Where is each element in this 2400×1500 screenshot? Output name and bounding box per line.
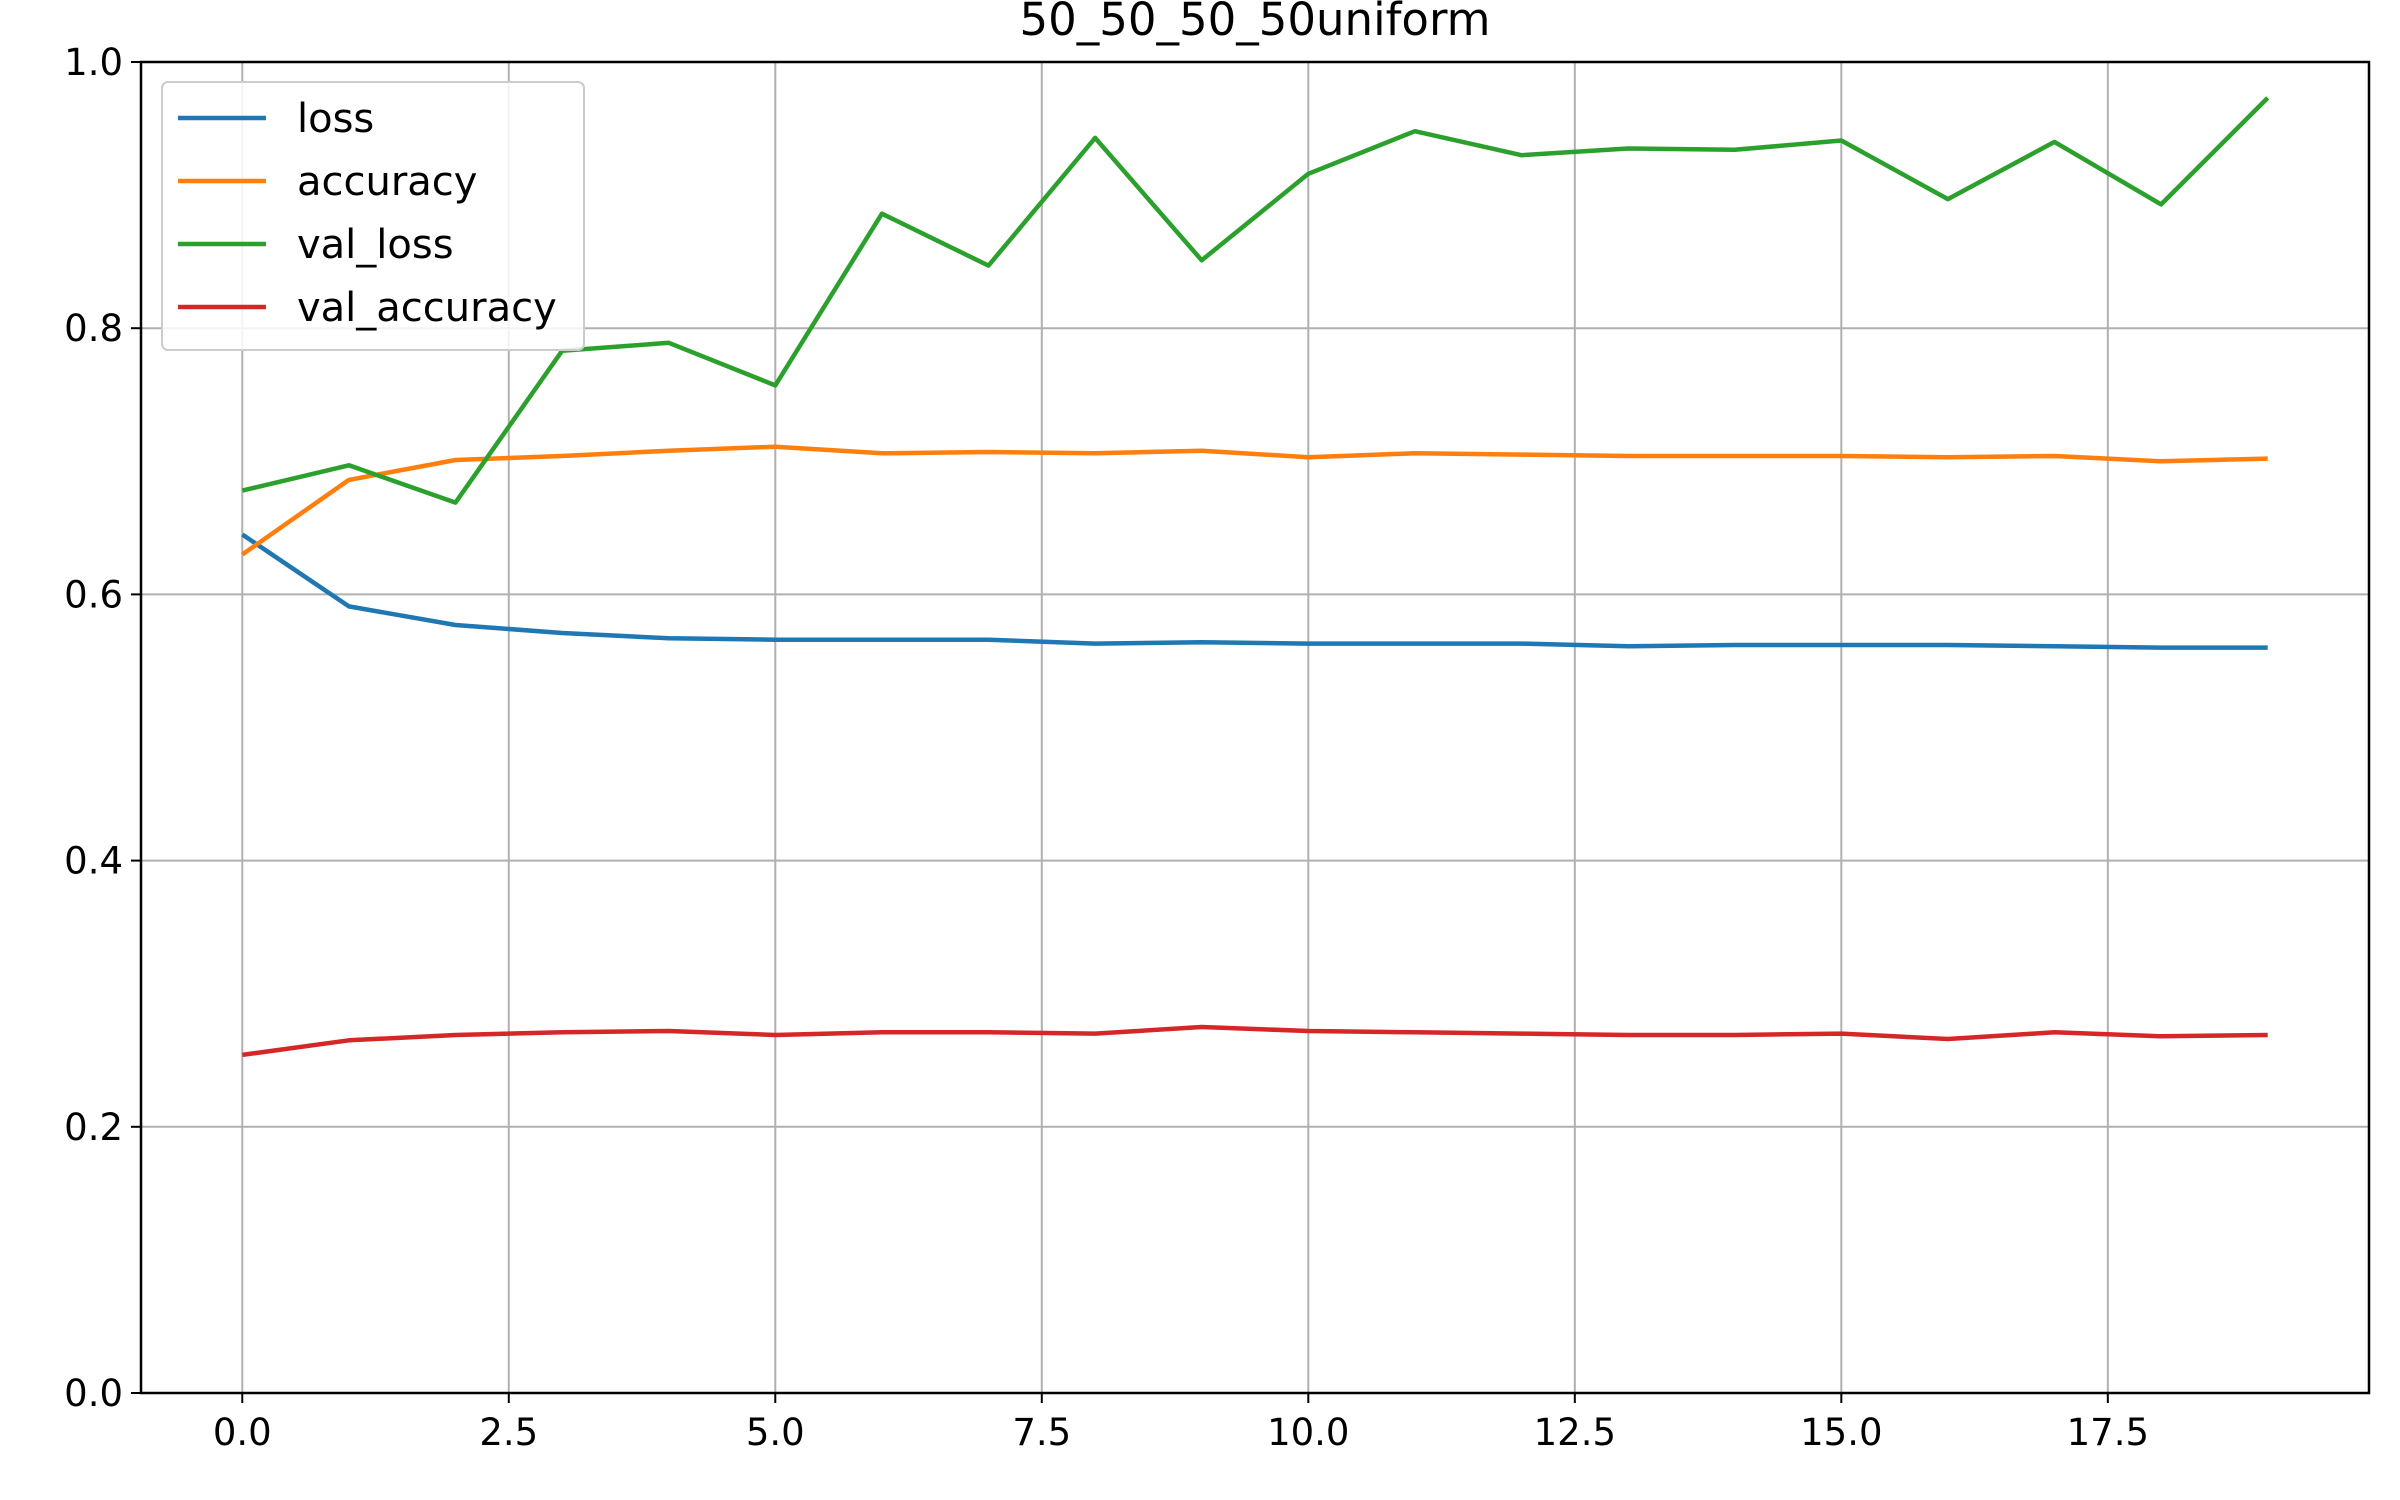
y-tick-label: 0.6 bbox=[64, 573, 123, 616]
y-tick-label: 1.0 bbox=[64, 41, 123, 84]
x-tick-label: 0.0 bbox=[213, 1411, 272, 1454]
axis-ticks: 0.0 2.5 5.0 7.5 10.0 12.5 15.0 17.5 0.0 0.2 0.4 0.6… bbox=[64, 41, 2149, 1454]
legend-label: loss bbox=[297, 96, 374, 142]
chart-title: 50_50_50_50uniform bbox=[1019, 0, 1490, 46]
y-tick-label: 0.0 bbox=[64, 1372, 123, 1415]
legend-label: val_loss bbox=[297, 222, 454, 268]
x-tick-label: 2.5 bbox=[479, 1411, 538, 1454]
series-line-loss bbox=[241, 532, 2268, 650]
y-tick-label: 0.4 bbox=[64, 840, 123, 883]
x-tick-label: 10.0 bbox=[1267, 1411, 1349, 1454]
series-line-accuracy bbox=[241, 444, 2268, 557]
axes-frame bbox=[139, 60, 2371, 1395]
legend-box bbox=[161, 81, 585, 351]
y-tick-label: 0.8 bbox=[64, 307, 123, 350]
x-tick-label: 7.5 bbox=[1012, 1411, 1071, 1454]
legend-label: accuracy bbox=[297, 159, 477, 205]
legend: loss accuracy val_loss val_accuracy bbox=[161, 81, 585, 351]
x-tick-label: 12.5 bbox=[1534, 1411, 1616, 1454]
x-tick-label: 5.0 bbox=[746, 1411, 805, 1454]
x-tick-label: 15.0 bbox=[1800, 1411, 1882, 1454]
y-tick-label: 0.2 bbox=[64, 1106, 123, 1149]
legend-label: val_accuracy bbox=[297, 285, 557, 331]
series-line-val-accuracy bbox=[241, 1024, 2268, 1058]
x-tick-label: 17.5 bbox=[2067, 1411, 2149, 1454]
